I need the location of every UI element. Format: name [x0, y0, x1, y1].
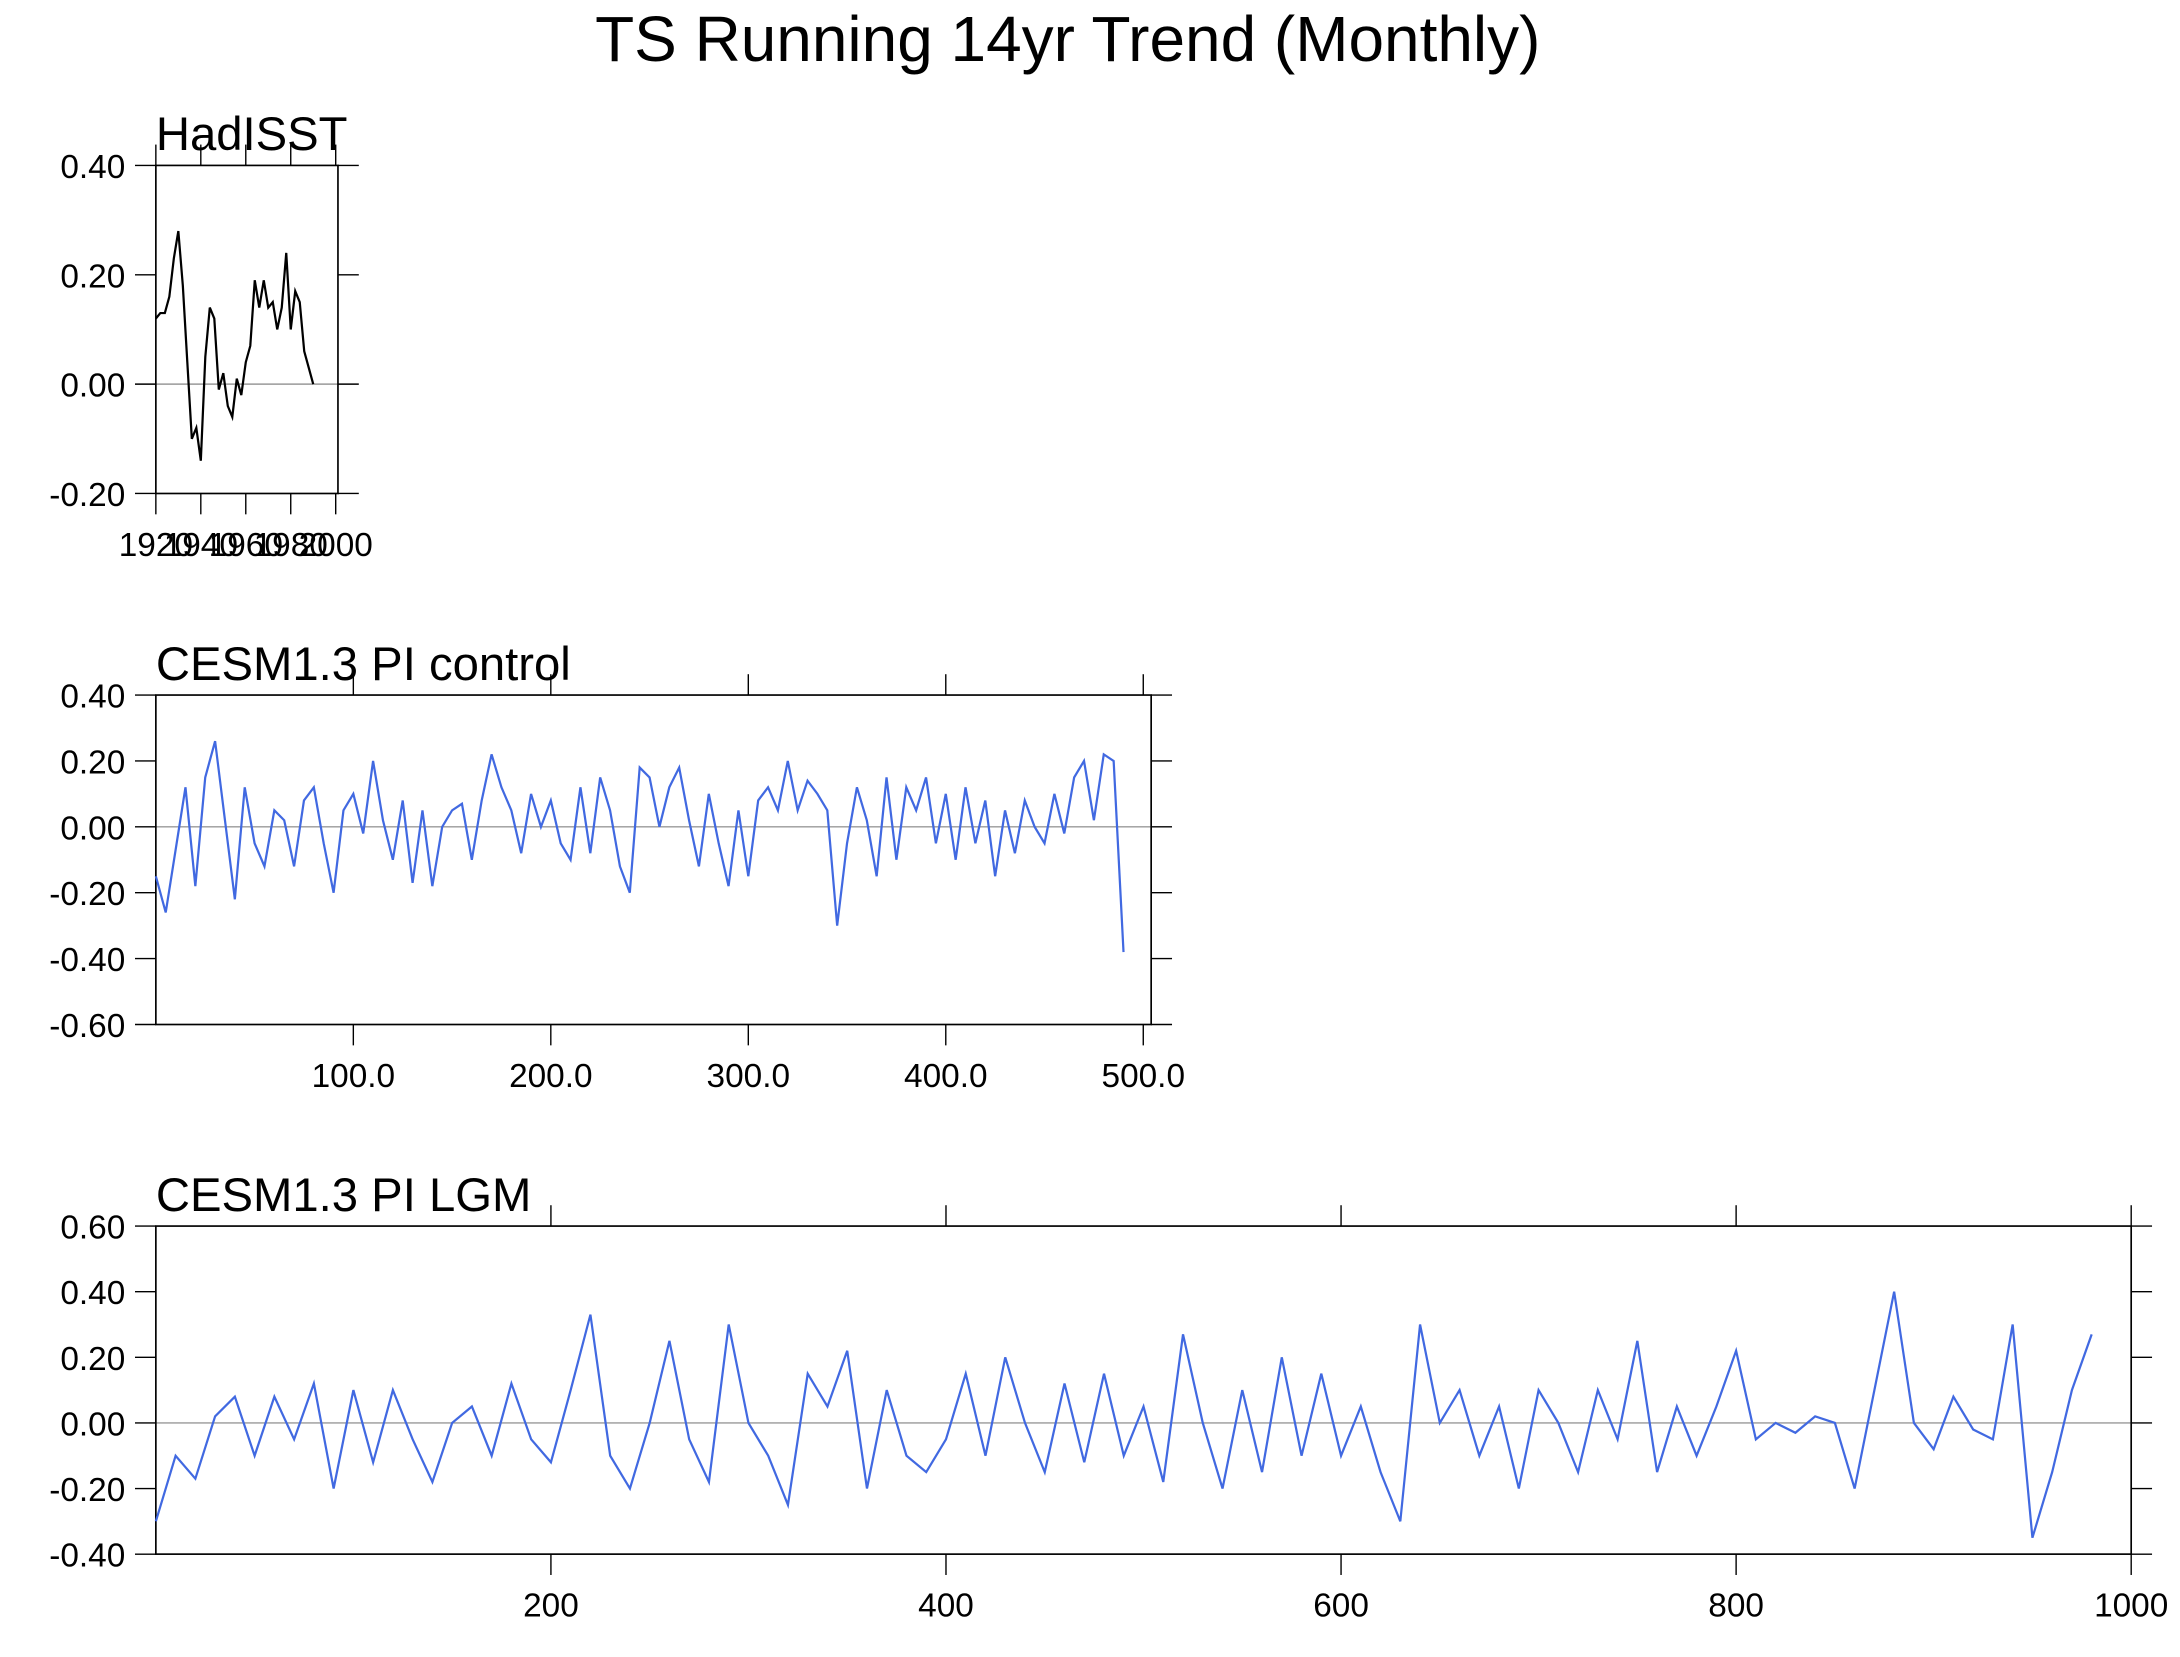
- chart-title: CESM1.3 PI control: [156, 638, 571, 691]
- y-tick-label: 0.20: [60, 1341, 125, 1378]
- y-tick-label: 0.20: [60, 744, 125, 781]
- y-tick-label: -0.20: [49, 1472, 125, 1509]
- y-tick-label: -0.40: [49, 1538, 125, 1575]
- plot-frame: [155, 694, 1152, 1026]
- x-tick-label: 200.0: [509, 1058, 592, 1095]
- x-tick-label: 1920: [119, 527, 193, 564]
- data-line: [154, 740, 1125, 953]
- y-tick-label: 0.20: [60, 258, 125, 295]
- x-tick-label: 1980: [254, 527, 328, 564]
- chart-title: CESM1.3 PI LGM: [156, 1169, 531, 1222]
- x-tick-label: 2000: [299, 527, 373, 564]
- figure-title: TS Running 14yr Trend (Monthly): [595, 3, 1540, 75]
- y-tick-label: -0.40: [49, 942, 125, 979]
- y-tick-label: 0.40: [60, 679, 125, 716]
- x-tick-label: 1940: [164, 527, 238, 564]
- x-tick-label: 400.0: [904, 1058, 987, 1095]
- x-tick-label: 300.0: [707, 1058, 790, 1095]
- x-tick-label: 600: [1313, 1588, 1369, 1625]
- data-line: [154, 230, 315, 461]
- y-tick-label: 0.40: [60, 1275, 125, 1312]
- x-tick-label: 400: [918, 1588, 974, 1625]
- y-tick-label: 0.00: [60, 810, 125, 847]
- plot-frame: [155, 1225, 2133, 1555]
- x-tick-label: 800: [1708, 1588, 1764, 1625]
- x-tick-label: 200: [523, 1588, 579, 1625]
- x-tick-label: 1000: [2094, 1588, 2168, 1625]
- plot-frame: [155, 164, 339, 495]
- y-tick-label: 0.00: [60, 368, 125, 405]
- y-tick-label: 0.00: [60, 1406, 125, 1443]
- y-tick-label: -0.60: [49, 1008, 125, 1045]
- x-tick-label: 500.0: [1102, 1058, 1185, 1095]
- chart-title: HadISST: [156, 108, 348, 161]
- y-tick-label: -0.20: [49, 876, 125, 913]
- x-tick-label: 100.0: [312, 1058, 395, 1095]
- y-tick-label: -0.20: [49, 477, 125, 514]
- y-tick-label: 0.60: [60, 1210, 125, 1247]
- y-tick-label: 0.40: [60, 149, 125, 186]
- x-tick-label: 1960: [209, 527, 283, 564]
- data-line: [154, 1291, 2093, 1539]
